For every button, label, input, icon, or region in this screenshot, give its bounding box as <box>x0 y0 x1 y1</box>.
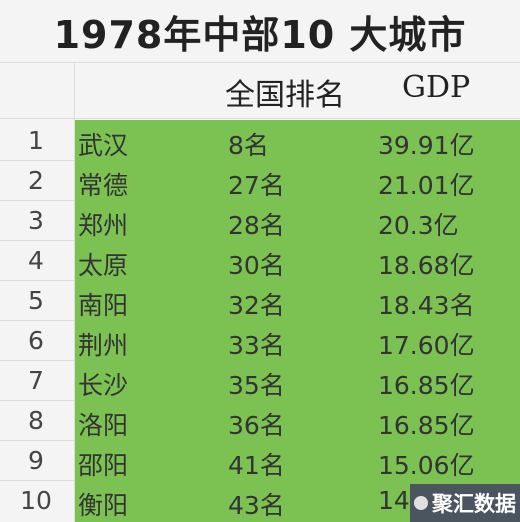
watermark-logo-icon <box>414 496 428 510</box>
table-row: 7 长沙 35名 16.85亿 <box>0 362 520 402</box>
city-cell: 郑州 <box>78 211 129 240</box>
gdp-cell: 18.43名 <box>378 291 475 320</box>
city-cell: 武汉 <box>78 131 129 160</box>
rank-cell: 32名 <box>228 291 285 320</box>
gdp-cell: 16.85亿 <box>378 371 475 400</box>
gdp-cell: 18.68亿 <box>378 251 475 280</box>
table-header: 全国排名 GDP <box>0 62 520 118</box>
rank-cell: 36名 <box>228 411 285 440</box>
row-index: 1 <box>28 126 44 155</box>
rank-cell: 43名 <box>228 491 285 520</box>
watermark-text: 聚汇数据 <box>432 492 516 516</box>
table-row: 3 郑州 28名 20.3亿 <box>0 202 520 242</box>
city-cell: 长沙 <box>78 371 129 400</box>
city-cell: 太原 <box>78 251 129 280</box>
gdp-cell: 21.01亿 <box>378 171 475 200</box>
city-cell: 荆州 <box>78 331 129 360</box>
table-row: 2 常德 27名 21.01亿 <box>0 162 520 202</box>
table-row: 5 南阳 32名 18.43名 <box>0 282 520 322</box>
city-cell: 衡阳 <box>78 491 129 520</box>
city-cell: 邵阳 <box>78 451 129 480</box>
gdp-cell: 20.3亿 <box>378 211 459 240</box>
row-index: 9 <box>28 446 44 475</box>
row-index: 4 <box>28 246 44 275</box>
row-index: 3 <box>28 206 44 235</box>
gdp-cell: 14 <box>378 486 410 515</box>
gdp-cell: 16.85亿 <box>378 411 475 440</box>
gdp-cell: 39.91亿 <box>378 131 475 160</box>
table-row: 4 太原 30名 18.68亿 <box>0 242 520 282</box>
header-gdp: GDP <box>402 70 471 105</box>
table-row: 6 荆州 33名 17.60亿 <box>0 322 520 362</box>
row-index: 5 <box>28 286 44 315</box>
highlight-block <box>75 120 520 522</box>
rank-cell: 8名 <box>228 131 269 160</box>
watermark: 聚汇数据 <box>410 484 520 522</box>
gdp-cell: 17.60亿 <box>378 331 475 360</box>
table-row: 1 武汉 8名 39.91亿 <box>0 122 520 162</box>
rank-cell: 33名 <box>228 331 285 360</box>
rank-cell: 28名 <box>228 211 285 240</box>
header-rank: 全国排名 <box>225 78 345 113</box>
row-index: 10 <box>20 486 52 515</box>
city-cell: 南阳 <box>78 291 129 320</box>
table-row: 10 衡阳 43名 14 <box>0 482 520 522</box>
gdp-cell: 15.06亿 <box>378 451 475 480</box>
rank-cell: 41名 <box>228 451 285 480</box>
rank-cell: 35名 <box>228 371 285 400</box>
row-index: 6 <box>28 326 44 355</box>
city-cell: 洛阳 <box>78 411 129 440</box>
page-title: 1978年中部10 大城市 <box>53 12 467 57</box>
city-cell: 常德 <box>78 171 129 200</box>
table-row: 8 洛阳 36名 16.85亿 <box>0 402 520 442</box>
row-index: 7 <box>28 366 44 395</box>
row-index: 8 <box>28 406 44 435</box>
table-row: 9 邵阳 41名 15.06亿 <box>0 442 520 482</box>
row-index: 2 <box>28 166 44 195</box>
rank-cell: 27名 <box>228 171 285 200</box>
rank-cell: 30名 <box>228 251 285 280</box>
